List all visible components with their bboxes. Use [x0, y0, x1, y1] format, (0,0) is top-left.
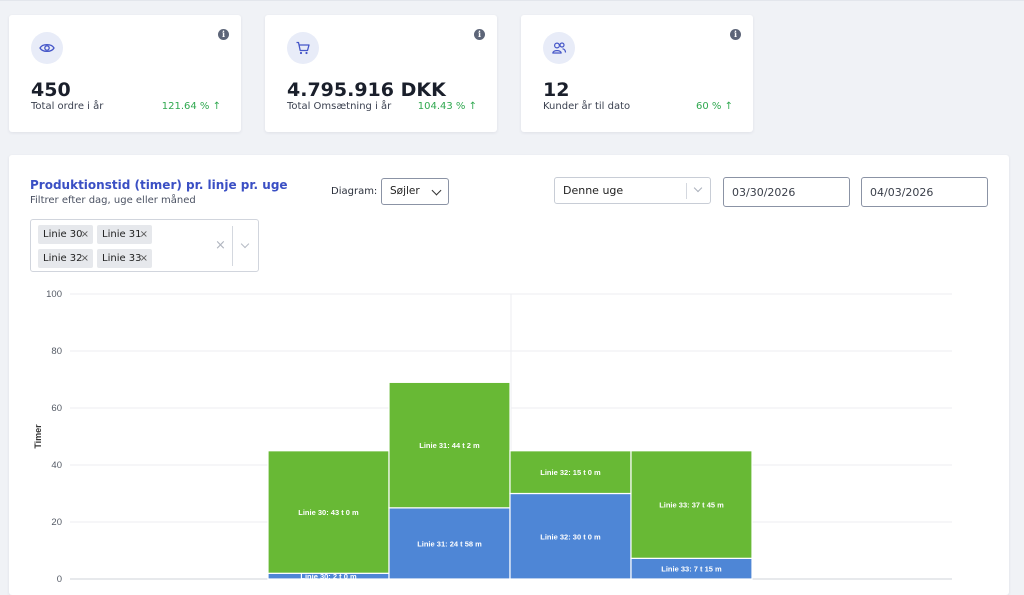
diagram-label: Diagram: [331, 186, 378, 197]
info-icon[interactable]: i [730, 29, 741, 40]
bar-segment-label: Linie 33: 37 t 45 m [659, 501, 724, 510]
line-tag[interactable]: Linie 31 × [97, 225, 152, 244]
y-tick-label: 20 [51, 517, 62, 528]
line-tag-label: Linie 32 [43, 253, 83, 264]
bar-segment[interactable] [388, 381, 511, 509]
bar-segment[interactable] [388, 507, 511, 580]
chart-title: Produktionstid (timer) pr. linje pr. uge [30, 178, 288, 192]
chart-subtitle: Filtrer efter dag, uge eller måned [30, 195, 196, 206]
info-icon[interactable]: i [474, 29, 485, 40]
bar-segment[interactable] [509, 450, 632, 495]
diagram-type-value: Søjler [390, 185, 420, 197]
cart-icon [287, 32, 319, 64]
period-value: Denne uge [563, 184, 624, 197]
kpi-label: Kunder år til dato [543, 101, 631, 112]
period-select[interactable]: Denne uge [554, 177, 711, 204]
bar-segment-label: Linie 33: 7 t 15 m [661, 565, 722, 574]
line-tag[interactable]: Linie 32 × [38, 249, 93, 268]
line-tag-label: Linie 30 [43, 229, 83, 240]
kpi-card-orders: i 450 Total ordre i år 121.64 % ↑ [9, 15, 241, 132]
info-icon[interactable]: i [218, 29, 229, 40]
line-tag[interactable]: Linie 33 × [97, 249, 152, 268]
kpi-label: Total ordre i år [31, 101, 104, 112]
bar-segment[interactable] [509, 492, 632, 580]
clear-all-icon[interactable]: × [215, 238, 226, 253]
remove-tag-icon[interactable]: × [80, 253, 89, 264]
line-tag-label: Linie 31 [102, 229, 142, 240]
kpi-change: 60 % ↑ [696, 101, 733, 112]
divider [686, 183, 687, 199]
bar-segment-label: Linie 30: 2 t 0 m [300, 572, 357, 581]
remove-tag-icon[interactable]: × [139, 253, 148, 264]
remove-tag-icon[interactable]: × [80, 229, 89, 240]
kpi-card-customers: i 12 Kunder år til dato 60 % ↑ [521, 15, 753, 132]
line-tag-label: Linie 33 [102, 253, 142, 264]
bar-segment[interactable] [630, 450, 753, 559]
divider [232, 226, 233, 266]
remove-tag-icon[interactable]: × [139, 229, 148, 240]
bar-segment-label: Linie 30: 43 t 0 m [298, 508, 359, 517]
y-axis-title: Timer [33, 424, 43, 449]
y-tick-label: 40 [51, 460, 62, 471]
users-icon [543, 32, 575, 64]
kpi-value: 4.795.916 DKK [287, 79, 446, 101]
y-axis: 0 20 40 60 80 100 [46, 289, 62, 585]
line-multiselect[interactable]: Linie 30 × Linie 31 × Linie 32 × Linie 3… [30, 219, 259, 272]
kpi-value: 450 [31, 79, 71, 101]
date-to-input[interactable]: 04/03/2026 [861, 177, 988, 207]
kpi-change: 121.64 % ↑ [161, 101, 221, 112]
chart-bars: Linie 30: 2 t 0 m Linie 30: 43 t 0 m Linie… [267, 381, 753, 581]
kpi-change: 104.43 % ↑ [417, 101, 477, 112]
kpi-card-revenue: i 4.795.916 DKK Total Omsætning i år 104… [265, 15, 497, 132]
kpi-label: Total Omsætning i år [287, 101, 392, 112]
eye-icon [31, 32, 63, 64]
y-tick-label: 0 [57, 574, 62, 585]
y-tick-label: 100 [46, 289, 62, 300]
bar-segment-label: Linie 31: 44 t 2 m [419, 441, 480, 450]
date-from-input[interactable]: 03/30/2026 [723, 177, 850, 207]
bar-segment-label: Linie 32: 30 t 0 m [540, 532, 601, 541]
bar-segment-label: Linie 31: 24 t 58 m [417, 539, 482, 548]
kpi-value: 12 [543, 79, 570, 101]
top-divider [0, 0, 1024, 1]
y-tick-label: 80 [51, 346, 62, 357]
y-tick-label: 60 [51, 403, 62, 414]
line-tag[interactable]: Linie 30 × [38, 225, 93, 244]
diagram-type-select[interactable]: Søjler [381, 178, 449, 205]
bar-segment-label: Linie 32: 15 t 0 m [540, 468, 601, 477]
bar-segment[interactable] [267, 450, 390, 574]
